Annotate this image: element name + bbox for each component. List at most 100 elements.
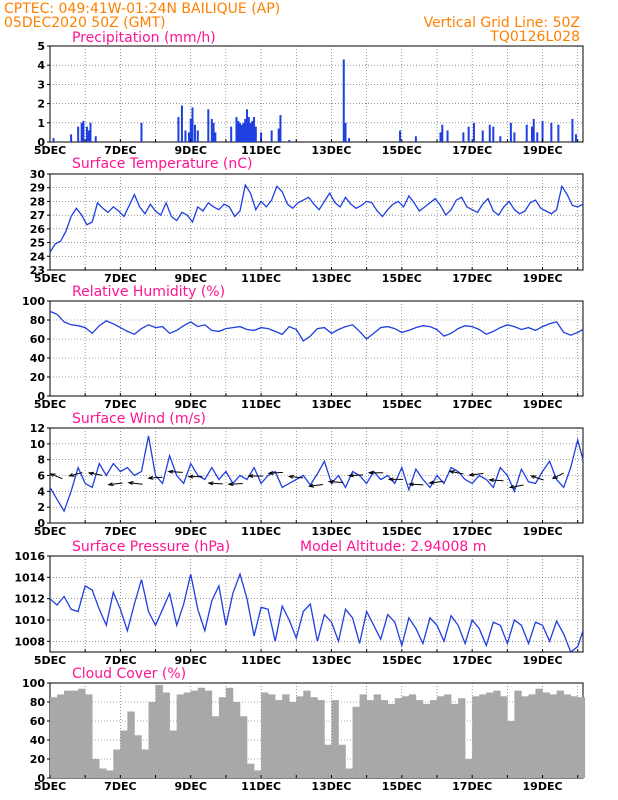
cloud-bar bbox=[444, 694, 452, 778]
cloud-bar bbox=[352, 706, 360, 778]
precip-bar bbox=[247, 117, 250, 142]
cloud-bar bbox=[254, 770, 262, 778]
cloud-bar bbox=[500, 696, 508, 778]
cloud-bar bbox=[204, 690, 213, 778]
model-altitude-label: Model Altitude: 2.94008 m bbox=[300, 539, 486, 555]
wind-arrow bbox=[489, 479, 504, 482]
precip-bar bbox=[571, 118, 574, 142]
x-tick-label: 9DEC bbox=[175, 654, 207, 667]
panel-precipitation: Precipitation (mm/h) 0 1 2 3 4 5 5DEC 7DEC 9DEC… bbox=[34, 30, 584, 157]
cloud-bar bbox=[549, 694, 557, 778]
precip-bar bbox=[344, 122, 347, 142]
header-left-line2: 05DEC2020 50Z (GMT) bbox=[4, 15, 166, 31]
pressure-title: Surface Pressure (hPa) bbox=[72, 539, 230, 555]
precip-bar bbox=[191, 107, 194, 142]
wind-arrow-head bbox=[327, 479, 334, 484]
x-tick-label: 11DEC bbox=[241, 398, 281, 411]
cloud-bar bbox=[225, 687, 234, 778]
y-tick-label: 100 bbox=[22, 677, 45, 690]
y-tick-label: 40 bbox=[30, 734, 46, 747]
x-tick-label: 5DEC bbox=[34, 525, 66, 538]
panel-cloud-cover: Cloud Cover (%) 0 20 40 60 80 100 5DEC 7DEC 9DE… bbox=[22, 666, 586, 793]
x-tick-label: 7DEC bbox=[104, 654, 136, 667]
precip-bar bbox=[87, 130, 90, 142]
x-tick-label: 9DEC bbox=[175, 272, 207, 285]
wind-arrow bbox=[329, 481, 344, 483]
x-tick-label: 9DEC bbox=[175, 144, 207, 157]
precip-bar bbox=[214, 132, 217, 142]
y-tick-label: 1008 bbox=[14, 635, 45, 648]
wind-arrow-head bbox=[207, 481, 214, 486]
cloud-bar bbox=[401, 696, 410, 778]
precip-bar bbox=[288, 140, 291, 142]
precip-bar bbox=[270, 130, 273, 142]
x-tick-label: 13DEC bbox=[311, 272, 351, 285]
precipitation-frame bbox=[49, 45, 584, 143]
precip-bar bbox=[52, 138, 55, 142]
precip-bar bbox=[80, 122, 83, 142]
humidity-grid bbox=[50, 301, 583, 396]
precip-bar bbox=[77, 126, 80, 142]
x-tick-label: 11DEC bbox=[241, 780, 281, 793]
cloud-bar bbox=[514, 690, 522, 778]
x-tick-label: 13DEC bbox=[311, 654, 351, 667]
y-tick-label: 0 bbox=[37, 517, 45, 530]
x-tick-label: 5DEC bbox=[34, 654, 66, 667]
series-line bbox=[49, 310, 584, 342]
cloud-bar bbox=[71, 690, 79, 778]
x-tick-label: 5DEC bbox=[34, 272, 66, 285]
x-tick-label: 19DEC bbox=[523, 525, 563, 538]
cloud-bar bbox=[113, 749, 121, 778]
cloud-bar bbox=[387, 703, 396, 778]
x-tick-label: 15DEC bbox=[382, 654, 422, 667]
cloud-bar bbox=[64, 690, 72, 778]
x-tick-label: 19DEC bbox=[523, 398, 563, 411]
precip-bar bbox=[532, 118, 535, 142]
wind-arrow bbox=[148, 476, 163, 479]
cloud-bar bbox=[275, 700, 283, 778]
cloud-bar bbox=[542, 692, 550, 778]
precip-bar bbox=[277, 128, 280, 142]
precip-bar bbox=[467, 126, 470, 142]
x-tick-label: 13DEC bbox=[311, 780, 351, 793]
wind-arrow-head bbox=[267, 471, 274, 476]
y-tick-label: 4 bbox=[37, 59, 45, 72]
cloud-bar bbox=[422, 703, 431, 778]
wind-arrow-head bbox=[428, 480, 435, 485]
cloud-bar bbox=[521, 696, 529, 778]
precip-bar bbox=[249, 122, 252, 142]
panel-pressure: Surface Pressure (hPa) Model Altitude: 2… bbox=[14, 539, 584, 667]
y-tick-label: 4 bbox=[37, 485, 45, 498]
cloud-bar bbox=[563, 694, 571, 778]
y-tick-label: 80 bbox=[30, 314, 46, 327]
cloud-bar bbox=[577, 697, 586, 778]
y-tick-label: 28 bbox=[30, 195, 45, 208]
cloud-bar bbox=[345, 768, 353, 778]
humidity-line bbox=[49, 310, 584, 342]
wind-arrow-head bbox=[287, 474, 295, 479]
wind-arrow bbox=[108, 482, 123, 486]
cloud-bars bbox=[50, 684, 586, 778]
cloud-bar bbox=[465, 759, 473, 778]
wind-arrow-head bbox=[187, 474, 194, 479]
x-tick-label: 19DEC bbox=[523, 272, 563, 285]
y-tick-label: 2 bbox=[37, 98, 45, 111]
wind-arrow-head bbox=[347, 473, 354, 478]
x-tick-label: 17DEC bbox=[452, 780, 492, 793]
cloud-bar bbox=[310, 697, 318, 778]
precip-bar bbox=[557, 124, 560, 142]
precip-bar bbox=[235, 117, 238, 142]
y-tick-label: 10 bbox=[30, 438, 46, 451]
wind-arrow-head bbox=[227, 482, 234, 487]
precip-bar bbox=[472, 122, 475, 142]
cloud-bar bbox=[141, 749, 149, 778]
humidity-title: Relative Humidity (%) bbox=[72, 284, 225, 300]
cloud-bar bbox=[296, 696, 304, 778]
cloud-bar bbox=[415, 700, 424, 778]
precipitation-xticks: 5DEC 7DEC 9DEC 11DEC 13DEC 15DEC 17DEC 19DEC bbox=[34, 139, 579, 157]
cloud-bar bbox=[373, 694, 382, 778]
y-tick-label: 20 bbox=[30, 753, 46, 766]
precip-bar bbox=[439, 132, 442, 142]
precip-bar bbox=[279, 115, 282, 142]
wind-arrow bbox=[349, 474, 364, 477]
